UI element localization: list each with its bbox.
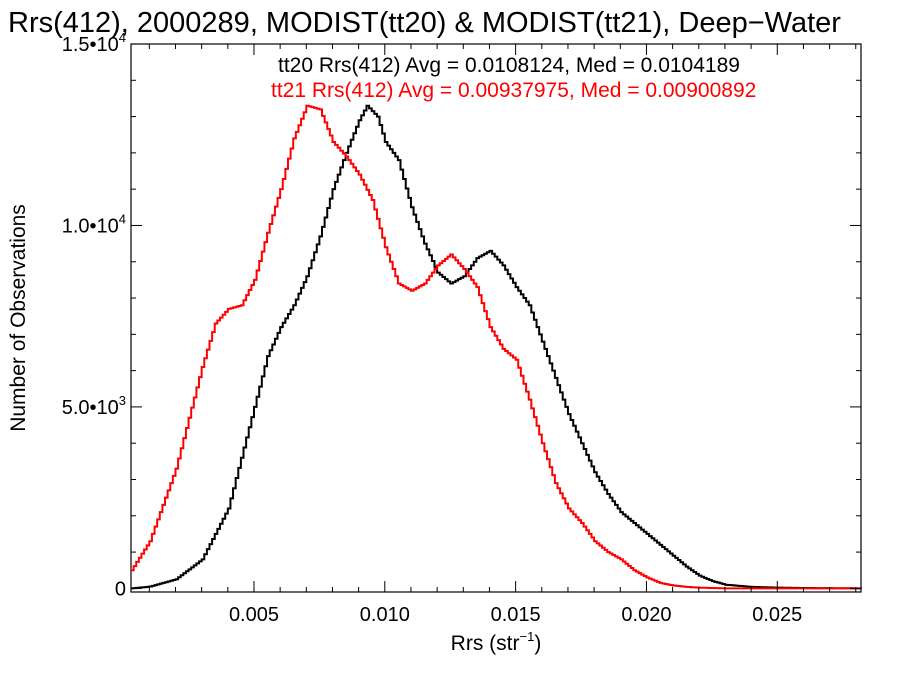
x-axis-label-superscript: −1 (520, 629, 535, 644)
x-tick-label-0: 0.005 (229, 604, 279, 626)
x-tick-label-2: 0.015 (491, 604, 541, 626)
ticks-layer (131, 43, 861, 592)
x-axis-label-close: ) (534, 632, 541, 655)
series-line-0 (131, 104, 862, 590)
x-tick-label-1: 0.010 (360, 604, 410, 626)
y-tick-label-3: 1.5•104 (62, 30, 126, 56)
y-tick-label-0: 0 (115, 578, 126, 600)
chart-title: Rrs(412), 2000289, MODIST(tt20) & MODIST… (8, 7, 841, 39)
x-tick-label-3: 0.020 (621, 604, 671, 626)
x-axis-label: Rrs (str−1) (451, 629, 542, 655)
y-tick-label-1: 5.0•103 (62, 393, 126, 419)
series-layer (131, 104, 862, 590)
tick-labels: 0.005 0.010 0.015 0.020 0.025 0 5.0•103 1.0•104… (62, 30, 803, 626)
x-axis-label-text: Rrs (str (451, 632, 520, 655)
series-line-1 (131, 104, 861, 590)
annotation-tt21-stats: tt21 Rrs(412) Avg = 0.00937975, Med = 0.… (271, 79, 756, 102)
x-tick-label-4: 0.025 (752, 604, 802, 626)
annotation-tt20-stats: tt20 Rrs(412) Avg = 0.0108124, Med = 0.0… (278, 54, 740, 77)
plot-frame (130, 43, 862, 593)
y-tick-label-2: 1.0•104 (62, 211, 126, 237)
y-axis-label: Number of Observations (7, 204, 30, 432)
